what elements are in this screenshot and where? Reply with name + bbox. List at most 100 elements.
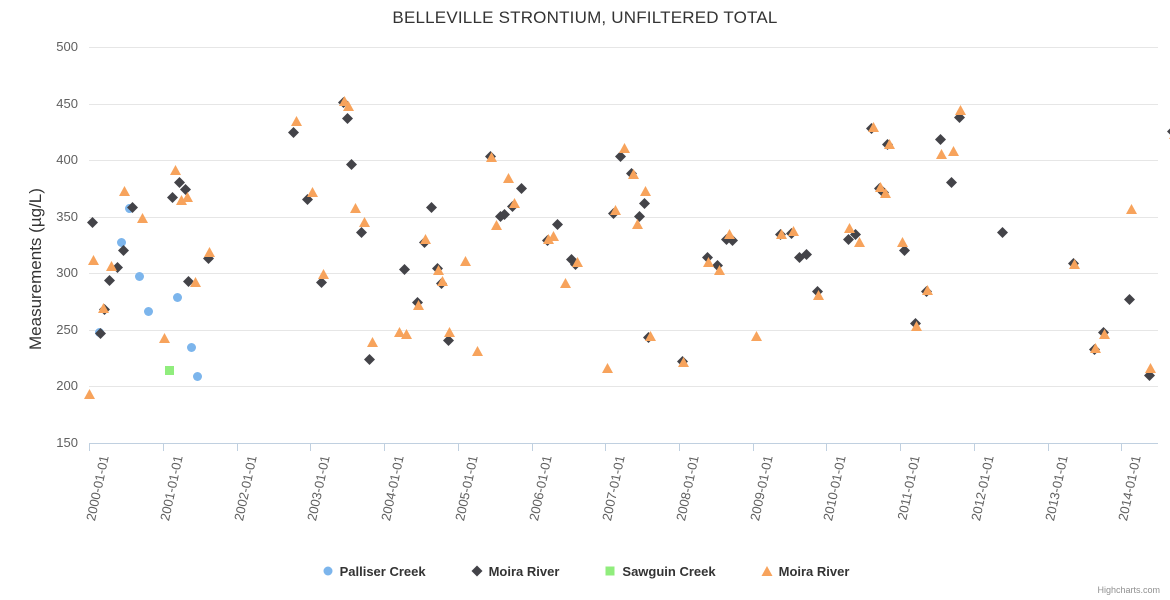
data-point[interactable]	[884, 139, 896, 150]
data-point[interactable]	[898, 245, 910, 257]
data-point[interactable]	[879, 187, 891, 198]
data-point[interactable]	[143, 307, 153, 317]
data-point[interactable]	[400, 329, 412, 340]
data-point[interactable]	[844, 223, 855, 234]
data-point[interactable]	[180, 184, 192, 196]
data-point[interactable]	[88, 254, 100, 265]
data-point[interactable]	[498, 208, 510, 220]
data-point[interactable]	[503, 173, 515, 184]
data-point[interactable]	[127, 202, 139, 214]
data-point[interactable]	[801, 248, 813, 260]
data-point[interactable]	[702, 256, 714, 267]
data-point[interactable]	[346, 159, 358, 171]
data-point[interactable]	[355, 227, 367, 239]
data-point[interactable]	[542, 234, 554, 245]
data-point[interactable]	[436, 276, 448, 287]
data-point[interactable]	[119, 185, 131, 196]
data-point[interactable]	[867, 122, 879, 133]
legend-item[interactable]: Moira River	[470, 563, 559, 579]
data-point[interactable]	[627, 168, 639, 179]
data-point[interactable]	[118, 245, 130, 257]
data-point[interactable]	[713, 264, 725, 275]
data-point[interactable]	[560, 278, 572, 289]
data-point[interactable]	[843, 233, 854, 245]
data-point[interactable]	[87, 216, 99, 228]
data-point[interactable]	[911, 321, 923, 332]
data-point[interactable]	[306, 186, 318, 197]
data-point[interactable]	[1126, 203, 1138, 214]
data-point[interactable]	[472, 346, 484, 357]
data-point[interactable]	[509, 198, 521, 209]
data-point[interactable]	[996, 227, 1008, 239]
data-point[interactable]	[812, 289, 824, 300]
data-point[interactable]	[947, 146, 959, 157]
data-point[interactable]	[485, 151, 497, 162]
data-point[interactable]	[164, 366, 174, 376]
data-point[interactable]	[170, 165, 182, 176]
data-point[interactable]	[134, 272, 144, 282]
data-point[interactable]	[159, 332, 171, 343]
data-point[interactable]	[490, 219, 502, 230]
data-point[interactable]	[1099, 329, 1111, 340]
data-point[interactable]	[291, 115, 303, 126]
legend-item[interactable]: Moira River	[760, 563, 849, 579]
data-point[interactable]	[460, 255, 472, 266]
data-point[interactable]	[601, 363, 613, 374]
data-point[interactable]	[182, 192, 194, 203]
data-point[interactable]	[426, 202, 438, 214]
data-point[interactable]	[443, 327, 455, 338]
data-point[interactable]	[363, 353, 375, 365]
data-point[interactable]	[954, 105, 966, 116]
data-point[interactable]	[343, 100, 355, 111]
data-point[interactable]	[432, 264, 444, 275]
data-point[interactable]	[634, 211, 646, 223]
data-point[interactable]	[1124, 293, 1136, 305]
data-point[interactable]	[609, 204, 621, 215]
data-point[interactable]	[366, 337, 378, 348]
data-point[interactable]	[1166, 126, 1170, 137]
data-point[interactable]	[398, 264, 410, 276]
data-point[interactable]	[854, 236, 866, 247]
data-point[interactable]	[174, 177, 186, 189]
data-point[interactable]	[639, 197, 651, 209]
data-point[interactable]	[394, 327, 406, 338]
data-point[interactable]	[103, 274, 115, 286]
data-point[interactable]	[640, 185, 652, 196]
data-point[interactable]	[315, 276, 327, 288]
data-point[interactable]	[187, 343, 197, 353]
data-point[interactable]	[173, 292, 183, 302]
data-point[interactable]	[632, 218, 644, 229]
data-point[interactable]	[189, 277, 201, 288]
data-point[interactable]	[204, 246, 216, 257]
data-point[interactable]	[615, 151, 627, 163]
data-point[interactable]	[571, 256, 583, 267]
data-point[interactable]	[192, 371, 202, 381]
data-point[interactable]	[318, 269, 330, 280]
data-point[interactable]	[921, 285, 933, 296]
data-point[interactable]	[1089, 342, 1101, 353]
data-point[interactable]	[358, 217, 370, 228]
data-point[interactable]	[618, 142, 630, 153]
data-point[interactable]	[896, 236, 908, 247]
data-point[interactable]	[105, 261, 117, 272]
data-point[interactable]	[945, 177, 957, 189]
data-point[interactable]	[84, 389, 96, 400]
data-point[interactable]	[787, 226, 799, 237]
data-point[interactable]	[302, 194, 314, 206]
data-point[interactable]	[117, 238, 126, 248]
data-point[interactable]	[1145, 363, 1157, 374]
data-point[interactable]	[548, 230, 560, 241]
data-point[interactable]	[94, 327, 106, 339]
data-point[interactable]	[167, 191, 179, 203]
data-point[interactable]	[552, 219, 564, 231]
data-point[interactable]	[288, 127, 299, 139]
data-point[interactable]	[935, 134, 947, 146]
legend-item[interactable]: Palliser Creek	[321, 563, 426, 579]
data-point[interactable]	[776, 228, 788, 239]
data-point[interactable]	[442, 334, 454, 346]
data-point[interactable]	[874, 182, 886, 193]
data-point[interactable]	[751, 330, 763, 341]
data-point[interactable]	[98, 303, 110, 314]
data-point[interactable]	[350, 202, 362, 213]
data-point[interactable]	[645, 330, 657, 341]
